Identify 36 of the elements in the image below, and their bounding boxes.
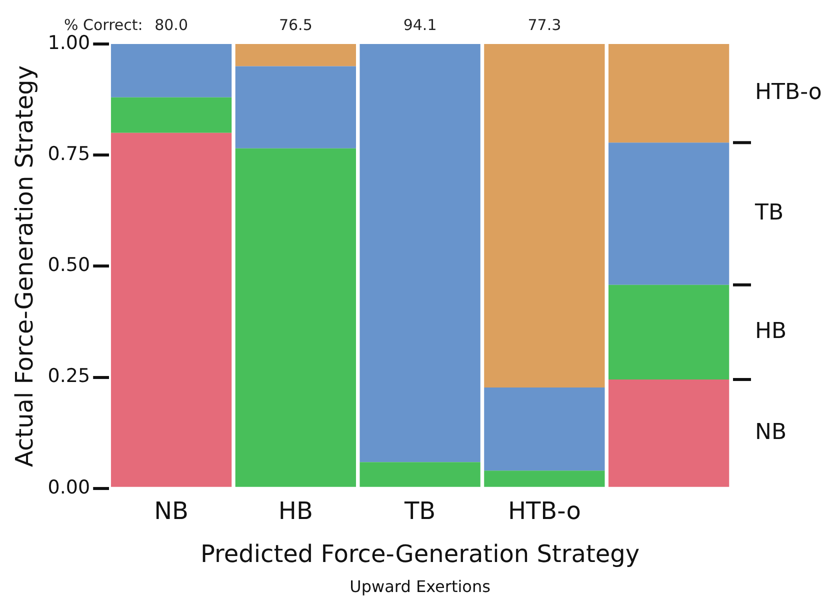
text: % Correct: xyxy=(64,16,143,34)
bar xyxy=(484,44,605,388)
y-tick-label: 0.00 xyxy=(48,476,90,498)
series-label: HB xyxy=(755,318,787,344)
text: 94.1 xyxy=(403,16,437,34)
bar xyxy=(608,380,730,487)
series-label: HTB-o xyxy=(755,80,822,106)
x-tick-label: NB xyxy=(154,497,189,526)
bar xyxy=(484,470,605,487)
bar xyxy=(235,44,356,66)
x-axis-title: Predicted Force-Generation Strategy xyxy=(200,540,640,568)
bar xyxy=(235,148,356,487)
bar xyxy=(360,44,480,462)
bar xyxy=(608,284,730,380)
text: 76.5 xyxy=(278,16,312,34)
y-tick-label: 0.25 xyxy=(48,365,90,388)
x-tick-label: HB xyxy=(278,497,313,526)
bar xyxy=(608,142,730,285)
bar xyxy=(484,388,605,471)
y-tick-label: 0.50 xyxy=(48,254,90,276)
text: Upward Exertions xyxy=(350,577,490,596)
x-tick-label: TB xyxy=(403,497,436,526)
bar xyxy=(608,44,730,143)
y-tick-label: 0.75 xyxy=(48,143,90,166)
bar xyxy=(110,44,232,98)
y-axis-title: Actual Force-Generation Strategy xyxy=(10,65,39,468)
series-label: TB xyxy=(754,200,784,226)
bar xyxy=(360,462,480,487)
y-tick-label: 1.00 xyxy=(48,32,90,54)
series-label: NB xyxy=(755,420,787,445)
x-tick-label: HTB-o xyxy=(508,497,581,526)
text: 77.3 xyxy=(528,16,562,34)
bar xyxy=(235,66,356,148)
bar xyxy=(110,132,232,487)
bar xyxy=(110,97,232,133)
text: 80.0 xyxy=(154,16,188,34)
